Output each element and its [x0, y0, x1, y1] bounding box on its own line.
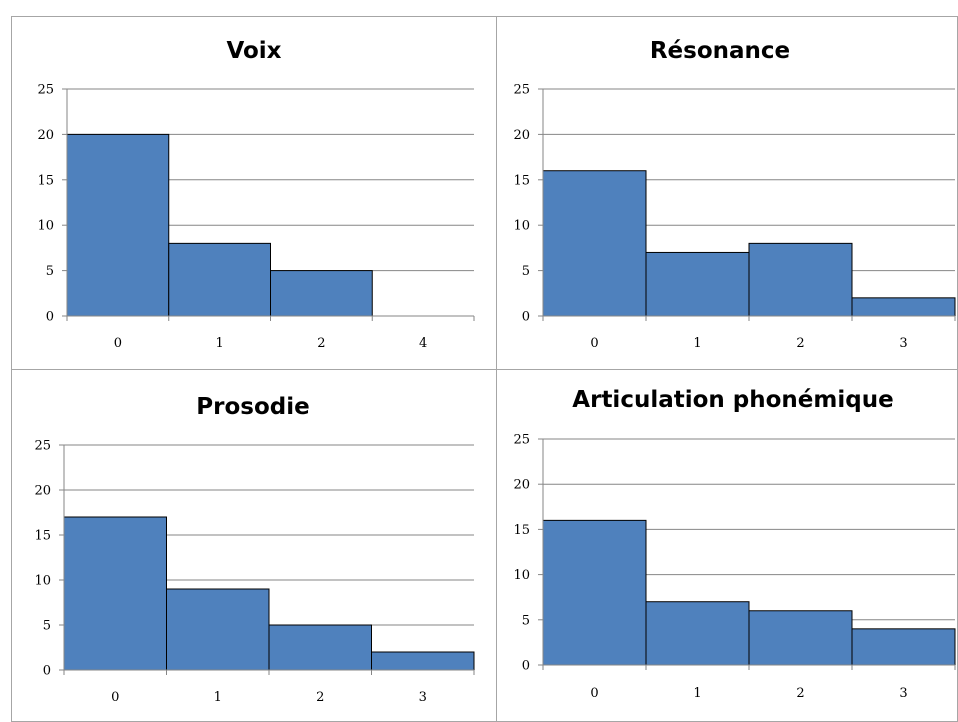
chart-title: Articulation phonémique	[572, 387, 893, 413]
y-tick-label: 5	[522, 613, 530, 628]
y-tick-label: 20	[34, 484, 51, 499]
bar	[270, 270, 373, 317]
bar	[371, 651, 475, 671]
chart-title: Résonance	[650, 38, 790, 64]
chart-articulation: Articulation phonémique 0 5 10 15 20 25 0 1 2 3	[513, 387, 956, 701]
x-tick-label: 1	[693, 336, 701, 351]
bar	[66, 133, 170, 317]
chart-title: Prosodie	[196, 394, 309, 420]
y-tick-label: 15	[37, 173, 54, 188]
y-tick-label: 5	[43, 619, 51, 634]
bar	[645, 251, 750, 317]
x-tick-label: 3	[899, 336, 907, 351]
y-tick-label: 5	[46, 264, 54, 279]
y-tick-label: 15	[34, 529, 51, 544]
bar	[542, 519, 647, 666]
y-tick-label: 20	[513, 478, 530, 493]
bar	[166, 588, 270, 671]
y-tick-label: 25	[513, 83, 530, 98]
x-tick-label: 2	[796, 336, 804, 351]
x-tick-label: 4	[419, 336, 427, 351]
y-tick-label: 10	[513, 568, 530, 583]
bar	[168, 242, 271, 317]
chart-prosodie: Prosodie 0 5 10 15 20 25 0 1 2 3	[34, 394, 475, 705]
x-tick-label: 3	[419, 690, 427, 705]
x-tick-label: 1	[693, 686, 701, 701]
y-tick-label: 10	[37, 219, 54, 234]
chart-title: Voix	[226, 38, 281, 64]
chart-resonance: Résonance 0 5 10 15 20 25 0 1 2 3	[513, 38, 956, 351]
bar	[851, 297, 956, 317]
x-tick-label: 1	[215, 336, 223, 351]
x-tick-label: 3	[899, 686, 907, 701]
y-tick-label: 25	[37, 83, 54, 98]
x-tick-label: 1	[214, 690, 222, 705]
x-tick-label: 0	[111, 690, 119, 705]
y-tick-label: 0	[522, 310, 530, 325]
y-tick-label: 5	[522, 264, 530, 279]
y-tick-label: 20	[37, 128, 54, 143]
y-tick-label: 10	[34, 574, 51, 589]
bar	[63, 516, 167, 671]
bar	[748, 610, 853, 666]
y-tick-label: 10	[513, 219, 530, 234]
chart-voix: Voix 0 5 10 15 20 25 0 1 2 4	[37, 38, 475, 351]
y-tick-label: 25	[513, 433, 530, 448]
y-tick-label: 20	[513, 128, 530, 143]
y-tick-label: 0	[522, 659, 530, 674]
x-tick-label: 2	[796, 686, 804, 701]
x-tick-label: 2	[316, 690, 324, 705]
x-tick-label: 0	[590, 336, 598, 351]
x-tick-label: 2	[317, 336, 325, 351]
x-tick-label: 0	[590, 686, 598, 701]
y-tick-label: 25	[34, 439, 51, 454]
y-tick-label: 15	[513, 523, 530, 538]
bar	[268, 624, 372, 671]
x-tick-label: 0	[114, 336, 122, 351]
y-tick-label: 0	[43, 664, 51, 679]
bar	[542, 170, 647, 317]
y-tick-label: 0	[46, 310, 54, 325]
y-tick-label: 15	[513, 173, 530, 188]
bar	[851, 628, 956, 666]
bar	[645, 601, 750, 666]
bar	[748, 242, 853, 317]
